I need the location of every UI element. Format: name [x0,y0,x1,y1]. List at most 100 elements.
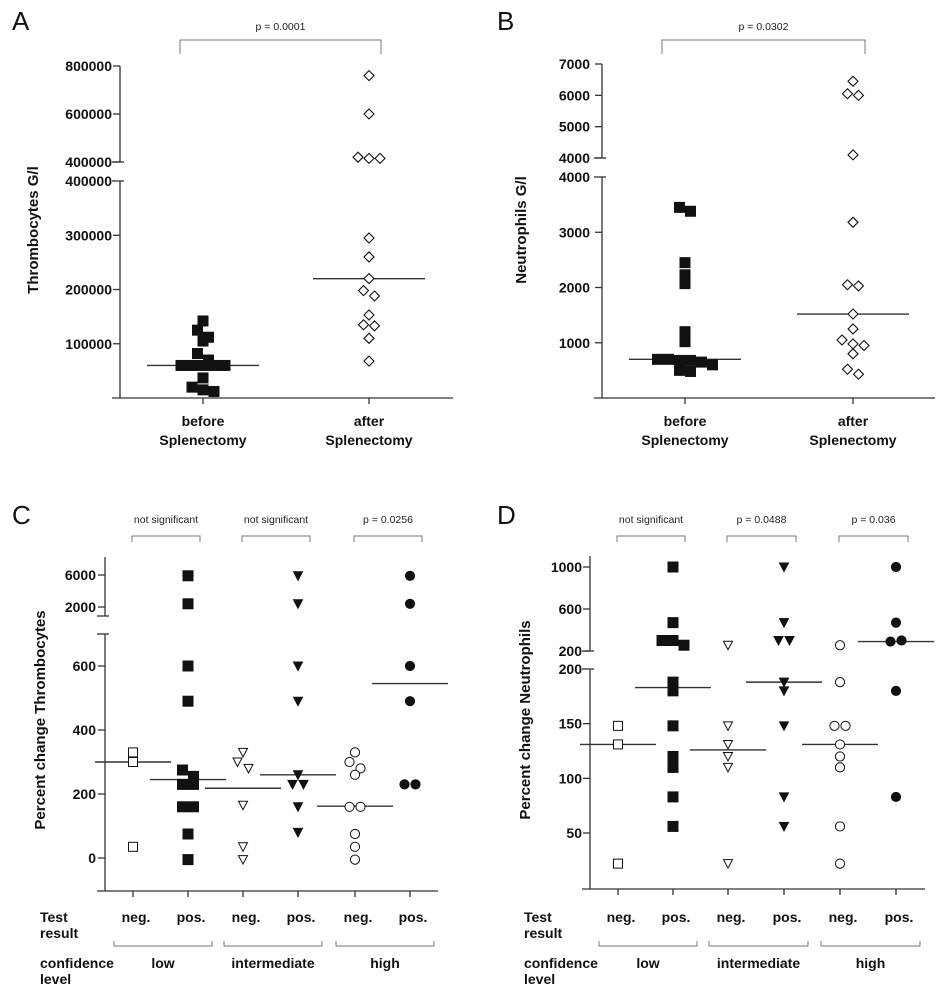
data-point [368,320,381,332]
confidence-bracket [820,941,921,947]
data-point [667,820,679,832]
data-point [192,348,203,360]
data-point [834,751,846,762]
y-tick-label: 100 [559,770,583,786]
data-point [177,778,188,790]
data-point [674,201,685,213]
y-tick-label: 4000 [559,150,590,166]
significance-bracket [179,39,382,54]
y-tick-label: 200 [559,661,583,677]
data-point [847,338,859,350]
test-result-label: neg. [344,909,373,925]
significance-label: not significant [134,514,198,526]
data-point [707,359,718,371]
row-label-confidence: confidence [524,955,598,971]
data-point [841,278,854,291]
series-intermediate-neg- [205,747,281,866]
y-tick-label: 3000 [559,224,590,240]
panel-d: D 200 600 1000 50 100 150 200 Percent change Neu… [497,500,934,987]
data-point [197,315,209,327]
y-tick-label: 150 [559,716,583,732]
data-point [344,756,355,768]
data-point [667,791,679,803]
y-tick-label: 2000 [559,280,590,296]
data-point [237,842,249,853]
data-point [128,841,138,852]
y-tick-label: 5000 [559,119,590,135]
data-point [197,384,209,396]
series-low-pos- [635,561,711,832]
data-point [186,381,198,393]
y-tick-label: 200 [559,643,583,659]
data-point [678,639,690,651]
data-point [890,617,902,628]
series-low-neg- [580,720,656,869]
data-point [722,739,734,751]
data-point [357,284,370,297]
y-tick-label: 1000 [551,559,582,575]
data-point [292,827,304,838]
data-point [667,561,679,573]
data-point [667,761,679,773]
significance-bracket [131,535,201,542]
data-point [840,720,851,731]
confidence-level-label: high [370,955,400,971]
test-result-label: pos. [885,909,914,925]
data-point [399,779,410,790]
data-point [237,747,249,758]
data-point [208,359,220,371]
data-point [667,685,679,697]
data-point [232,757,243,768]
row-label-confidence: confidence [40,955,114,971]
significance-label: p = 0.0001 [256,21,306,33]
data-point [685,205,696,217]
series-high-neg- [802,640,878,869]
confidence-level-label: intermediate [717,955,800,971]
data-point [292,571,304,582]
series-high-neg- [317,747,393,865]
data-point [363,272,375,285]
data-point [778,686,790,697]
row-label-test: Test [524,909,552,925]
series-after-splenectomy [797,75,909,381]
data-point [363,232,375,244]
data-point [679,336,691,348]
category-label: Splenectomy [641,432,728,448]
data-point [192,324,203,336]
data-point [182,695,194,707]
panel-letter: C [12,500,31,530]
data-point [834,677,846,688]
data-point [847,308,859,320]
row-label-test: result [40,925,78,941]
data-point [128,747,138,758]
test-result-label: neg. [829,909,858,925]
data-point [652,353,663,365]
confidence-bracket [223,941,323,947]
data-point [128,757,138,767]
series-intermediate-neg- [690,640,766,870]
data-point [182,828,194,840]
data-point [667,720,679,732]
data-point [836,334,848,346]
data-point [847,149,859,161]
data-point [834,739,846,750]
y-axis-label: Percent change Neutrophils [517,620,534,819]
data-point [363,108,375,120]
y-tick-label: 50 [566,825,582,841]
category-label: after [838,413,869,429]
data-point [188,801,199,813]
significance-label: not significant [244,514,308,526]
significance-label: p = 0.036 [851,514,895,526]
data-point [349,828,361,840]
data-point [186,359,198,371]
series-intermediate-pos- [260,571,336,838]
y-tick-label: 600 [559,601,583,617]
series-after-splenectomy [313,69,425,367]
y-tick-label: 800000 [65,58,112,74]
significance-label: p = 0.0302 [739,21,789,33]
data-point [847,348,859,360]
data-point [349,854,361,865]
confidence-level-label: low [151,955,174,971]
data-point [344,801,355,812]
